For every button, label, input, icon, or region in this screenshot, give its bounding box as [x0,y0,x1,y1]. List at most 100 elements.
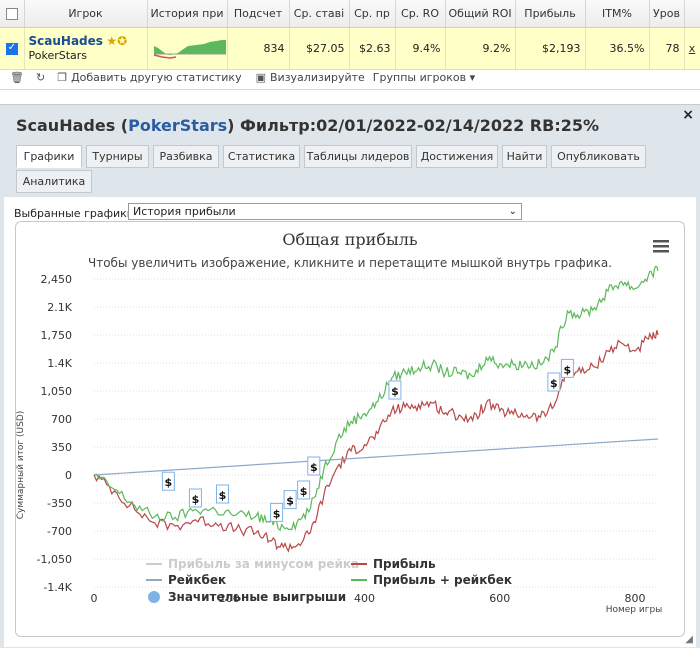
visualize-button[interactable]: Визуализируйте [270,70,365,84]
tab-leaderboards[interactable]: Таблицы лидеров [304,145,412,168]
col-header-history[interactable]: История при [147,0,228,28]
y-tick-label: 2,450 [41,273,73,286]
legend-item[interactable]: Значительные выигрыши [148,590,346,604]
tab-publish[interactable]: Опубликовать [551,145,646,168]
col-header-profit[interactable]: Прибыль [515,0,586,28]
big-win-marker[interactable]: $ [270,502,284,522]
panel-title: ScauHades (PokerStars) Фильтр:02/01/2022… [16,116,599,135]
col-header-count[interactable]: Подсчет [227,0,290,28]
series-line-2 [93,438,659,476]
copy-icon: ❐ [57,70,68,84]
close-icon[interactable]: × [682,107,694,123]
legend-item[interactable]: Рейкбек [146,573,226,587]
image-icon: ▣ [255,70,266,84]
big-win-marker[interactable]: $ [215,484,229,504]
tab-tournaments[interactable]: Турниры [86,145,149,168]
tab-achievements[interactable]: Достижения [416,145,498,168]
svg-text:$: $ [273,507,281,520]
player-name-link[interactable]: ScauHades [28,33,103,48]
panel-filter: ) Фильтр:02/01/2022-02/14/2022 RB:25% [227,116,600,135]
charts-select-value: История прибыли [133,205,236,218]
cell-count: 834 [227,27,290,70]
col-header-level[interactable]: Уров [649,0,685,28]
tab-find[interactable]: Найти [502,145,547,168]
legend-item[interactable]: Прибыль + рейкбек [351,573,512,587]
history-sparkline [147,27,228,70]
player-panel: × ScauHades (PokerStars) Фильтр:02/01/20… [0,104,700,648]
charts-select-label: Выбранные графики: [14,207,138,220]
cell-total-roi: 9.2% [445,27,516,70]
legend-label: Прибыль [373,557,436,571]
legend-item[interactable]: Прибыль за минусом рейка [146,557,359,571]
trash-icon[interactable]: 🗑 [10,70,24,84]
cell-itm: 36.5% [585,27,650,70]
series-line-1 [93,330,659,553]
refresh-icon[interactable]: ↻ [35,70,46,84]
y-tick-label: -1.4K [43,581,72,594]
x-tick-label: 400 [354,592,375,605]
remove-row-link[interactable]: x [684,27,700,70]
profit-chart-svg[interactable]: Общая прибыль Чтобы увеличить изображени… [16,222,684,636]
big-win-marker[interactable]: $ [547,372,561,392]
sparkline-area [153,39,226,55]
col-header-player[interactable]: Игрок [24,0,148,28]
svg-text:$: $ [192,493,200,506]
tab-statistics[interactable]: Статистика [223,145,300,168]
svg-text:$: $ [219,489,227,502]
col-header-itm[interactable]: ITM% [585,0,650,28]
x-tick-label: 200 [219,592,240,605]
tab-content: Выбранные графики: История прибыли ⌄ Общ… [4,197,696,647]
x-tick-label: 600 [489,592,510,605]
profit-chart[interactable]: Общая прибыль Чтобы увеличить изображени… [15,221,685,637]
sparkline-chart [153,39,226,59]
svg-text:$: $ [391,385,399,398]
svg-text:$: $ [286,495,294,508]
chart-legend: Прибыль за минусом рейка Прибыль Рейкбек Пр… [146,557,512,604]
y-tick-label: -350 [47,497,72,510]
y-tick-label: 350 [51,441,72,454]
big-win-marker[interactable]: $ [283,490,297,510]
row-checkbox[interactable] [0,27,25,70]
stats-table-area: Игрок История при Подсчет Ср. ставі Ср. … [0,0,700,90]
y-axis-ticks: 2,450 2.1K 1,750 1.4K 1,050 700 350 0 -350 -700 -1… [37,273,73,594]
x-axis-ticks: 0 200 400 600 800 [91,592,646,605]
col-header-avg-profit[interactable]: Ср. пр [349,0,396,28]
panel-site-link[interactable]: PokerStars [128,116,228,135]
svg-text:$: $ [564,363,572,376]
legend-item[interactable]: Прибыль [351,557,436,571]
col-header-avg-roi[interactable]: Ср. RO [395,0,446,28]
big-win-marker[interactable]: $ [388,380,402,400]
x-tick-label: 800 [625,592,646,605]
big-win-marker[interactable]: $ [188,488,202,508]
charts-select[interactable]: История прибыли ⌄ [128,203,522,220]
tab-charts[interactable]: Графики [16,145,82,168]
y-tick-label: 1,750 [41,329,73,342]
chart-subtitle: Чтобы увеличить изображение, кликните и … [88,256,612,270]
legend-label: Рейкбек [168,573,226,587]
x-tick-label: 0 [91,592,98,605]
resize-handle-icon[interactable]: ◢ [685,634,693,645]
menu-icon[interactable] [653,240,669,253]
col-header-total-roi[interactable]: Общий ROI [445,0,516,28]
col-header-avg-stake[interactable]: Ср. ставі [289,0,350,28]
y-tick-label: 700 [51,413,72,426]
big-win-marker[interactable]: $ [560,358,574,378]
player-site: PokerStars [28,48,88,62]
tab-analytics[interactable]: Аналитика [16,170,92,193]
big-win-marker[interactable]: $ [307,456,321,476]
chevron-down-icon: ▾ [469,70,476,84]
add-stats-button[interactable]: Добавить другую статистику [71,70,242,84]
select-all-checkbox[interactable] [0,0,25,28]
sparkline-negative [153,53,176,59]
big-win-marker[interactable]: $ [161,471,175,491]
chart-series [93,265,659,553]
big-win-marker[interactable]: $ [297,480,311,500]
y-tick-label: 0 [65,469,72,482]
tab-breakdown[interactable]: Разбивка [153,145,219,168]
cell-profit: $2,193 [515,27,586,70]
col-header-extra [684,0,700,28]
panel-player: ScauHades [16,116,116,135]
player-groups-dropdown[interactable]: Группы игроков ▾ [373,71,475,84]
y-tick-label: -700 [47,525,72,538]
stats-table: Игрок История при Подсчет Ср. ставі Ср. … [0,0,700,70]
